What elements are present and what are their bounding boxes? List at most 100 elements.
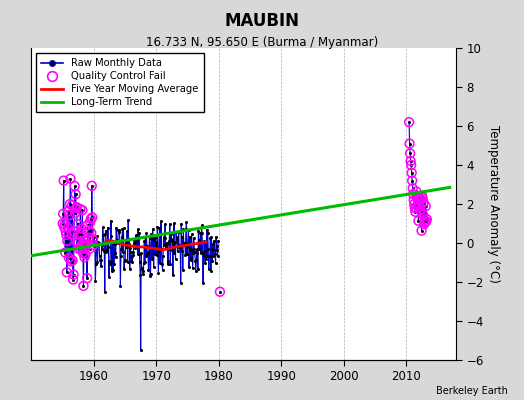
Point (81, 251, 90, 258)
Point (60, 178, 68, 184)
Point (421, 219, 429, 226)
Point (411, 209, 420, 215)
Point (70, 228, 78, 235)
Point (418, 195, 427, 201)
Point (420, 217, 429, 223)
Point (59, 210, 68, 217)
Point (414, 197, 422, 203)
Point (78, 241, 86, 248)
Point (412, 188, 421, 195)
Point (406, 140, 414, 147)
Point (61, 249, 70, 256)
Point (80, 254, 89, 260)
Point (421, 203, 430, 210)
Point (77, 225, 85, 232)
Point (89, 242, 97, 248)
Point (82, 241, 91, 248)
Point (417, 196, 425, 202)
Text: 16.733 N, 95.650 E (Burma / Myanmar): 16.733 N, 95.650 E (Burma / Myanmar) (146, 36, 378, 49)
Point (72, 205, 80, 211)
Point (88, 214, 96, 221)
Point (81, 244, 89, 251)
Point (419, 200, 428, 206)
Point (417, 228, 425, 234)
Point (79, 283, 88, 289)
Point (71, 210, 79, 216)
Point (79, 250, 87, 256)
Point (409, 191, 418, 198)
Point (405, 119, 413, 125)
Point (78, 207, 86, 213)
Point (59, 220, 67, 227)
Point (85, 246, 94, 252)
Point (407, 158, 415, 164)
Point (419, 212, 427, 218)
Point (408, 170, 416, 176)
Point (83, 275, 91, 281)
Point (87, 230, 95, 236)
Point (86, 216, 95, 222)
Point (422, 216, 431, 222)
Point (69, 276, 77, 283)
Point (407, 162, 416, 168)
Point (406, 150, 414, 156)
Point (216, 288, 224, 295)
Point (68, 202, 76, 208)
Point (75, 231, 83, 238)
Point (84, 237, 92, 244)
Point (85, 228, 93, 234)
Point (70, 183, 79, 189)
Point (411, 205, 419, 211)
Point (67, 258, 75, 265)
Point (75, 244, 84, 250)
Point (68, 257, 77, 264)
Point (88, 182, 96, 189)
Point (64, 255, 73, 261)
Legend: Raw Monthly Data, Quality Control Fail, Five Year Moving Average, Long-Term Tren: Raw Monthly Data, Quality Control Fail, … (37, 53, 204, 112)
Point (74, 240, 82, 246)
Point (415, 195, 423, 201)
Point (410, 197, 418, 203)
Text: Berkeley Earth: Berkeley Earth (436, 386, 508, 396)
Point (414, 218, 423, 224)
Point (74, 246, 83, 252)
Point (66, 176, 74, 182)
Point (73, 221, 82, 227)
Point (69, 271, 78, 278)
Y-axis label: Temperature Anomaly (°C): Temperature Anomaly (°C) (487, 125, 500, 283)
Point (61, 221, 69, 227)
Point (416, 207, 424, 213)
Point (410, 201, 419, 207)
Point (67, 231, 75, 238)
Point (89, 236, 97, 243)
Point (416, 202, 424, 209)
Point (86, 219, 94, 225)
Point (73, 240, 81, 246)
Point (60, 224, 69, 230)
Point (62, 269, 71, 276)
Point (82, 238, 90, 245)
Point (63, 225, 72, 231)
Point (416, 207, 424, 213)
Point (77, 230, 85, 236)
Point (62, 232, 71, 238)
Point (76, 206, 84, 212)
Text: MAUBIN: MAUBIN (224, 12, 300, 30)
Point (409, 185, 417, 192)
Point (71, 191, 80, 198)
Point (66, 201, 74, 207)
Point (413, 202, 422, 209)
Point (64, 208, 72, 214)
Point (72, 204, 81, 210)
Point (65, 212, 73, 218)
Point (83, 222, 92, 228)
Point (422, 218, 430, 224)
Point (420, 221, 428, 227)
Point (413, 194, 421, 200)
Point (408, 178, 417, 184)
Point (418, 193, 426, 199)
Point (80, 242, 88, 248)
Point (63, 238, 71, 244)
Point (62, 228, 70, 235)
Point (84, 234, 93, 241)
